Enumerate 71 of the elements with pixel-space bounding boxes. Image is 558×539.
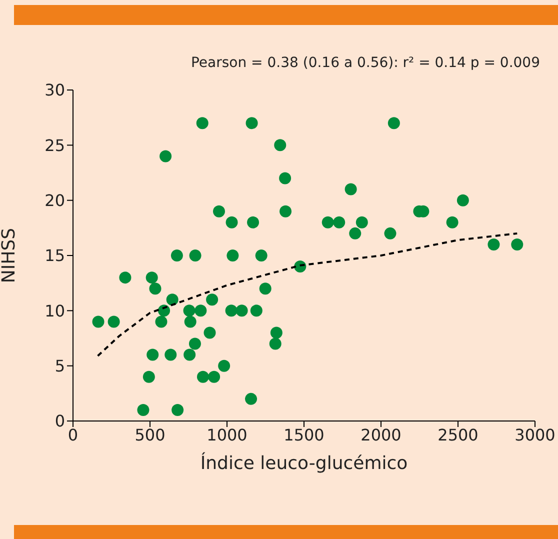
point (247, 216, 260, 228)
point (280, 205, 292, 218)
point (146, 272, 158, 284)
point (196, 117, 208, 130)
x-tick-label: 3000 (514, 425, 556, 444)
point (255, 250, 268, 262)
point (92, 316, 104, 328)
point (196, 370, 209, 383)
point (356, 216, 368, 228)
point (108, 316, 120, 328)
point (184, 316, 196, 328)
point (170, 250, 183, 262)
point (160, 150, 172, 162)
point (245, 392, 258, 405)
point (246, 117, 258, 130)
point (274, 139, 286, 152)
point (164, 348, 177, 361)
point (142, 370, 155, 383)
x-axis-title: Índice leuco-glucémico (200, 452, 408, 474)
y-tick-label: 30 (44, 80, 65, 100)
point (206, 294, 218, 306)
x-tick-label: 500 (134, 425, 166, 444)
x-tick-label: 1000 (206, 425, 248, 444)
point (279, 172, 292, 184)
point (155, 316, 168, 328)
point (333, 216, 346, 228)
point (218, 360, 230, 372)
point (189, 250, 202, 262)
text: Pearson = 0.38 (0.16 a 0.56): r² = 0.14 p = 0.009 (190, 55, 540, 71)
point (511, 238, 524, 250)
point (146, 348, 159, 361)
point (446, 216, 458, 228)
y-tick-label: 10 (44, 301, 65, 320)
point (349, 227, 362, 240)
point (456, 194, 469, 206)
point (212, 205, 225, 218)
point (225, 304, 238, 317)
point (204, 326, 216, 339)
point (250, 304, 262, 317)
line-series (96, 232, 518, 357)
point (269, 338, 282, 350)
point (322, 216, 334, 228)
point (208, 370, 220, 383)
point (166, 294, 178, 306)
y-tick-label: 0 (54, 412, 65, 431)
y-tick-label: 20 (44, 191, 65, 210)
x-tick-label: 0 (68, 425, 78, 444)
x-tick-label: 1500 (284, 425, 324, 444)
point (270, 326, 282, 339)
point (183, 304, 196, 317)
point (488, 238, 500, 250)
point (137, 404, 150, 416)
point (184, 348, 196, 361)
point (259, 282, 272, 295)
y-tick-label: 5 (54, 356, 65, 376)
point (236, 304, 248, 317)
point (188, 338, 201, 350)
x-tick-label: 2000 (360, 425, 402, 444)
y-tick-label: 25 (44, 136, 65, 155)
point (119, 272, 132, 284)
point (226, 216, 238, 228)
x-tick-label: 2500 (438, 425, 478, 444)
point (344, 183, 357, 196)
point (149, 282, 162, 295)
point (226, 250, 239, 262)
point (172, 404, 184, 416)
point (384, 227, 396, 240)
y-axis-title: NIHSS (0, 228, 20, 284)
y-tick-label: 15 (44, 246, 65, 266)
point (388, 117, 400, 130)
point (194, 304, 207, 317)
